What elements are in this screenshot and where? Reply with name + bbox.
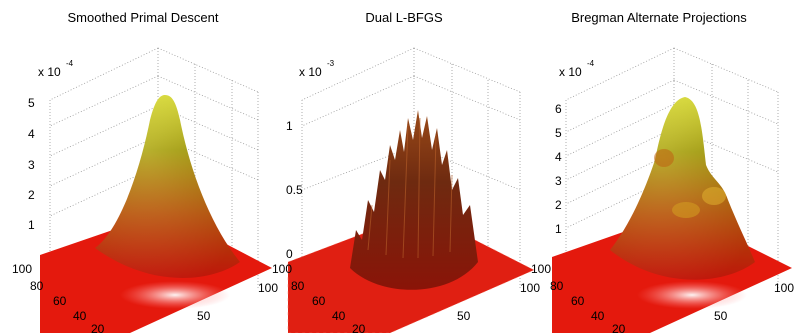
panel-3-x-tick: 20 xyxy=(612,322,626,333)
panel-1-z-tick: 3 xyxy=(28,158,35,172)
panel-1-exponent: -4 xyxy=(66,59,74,68)
panel-2-x-tick: 20 xyxy=(352,322,366,333)
panel-1-surface xyxy=(40,95,272,333)
panel-3-x-tick: 80 xyxy=(550,279,564,293)
panel-3: Bregman Alternate Projections x 10 -4 xyxy=(531,10,794,333)
panel-2-y-ticks: 50 100 xyxy=(457,281,540,323)
panel-2-z-tick: 1 xyxy=(286,119,293,133)
panel-3-z-tick: 2 xyxy=(555,198,562,212)
panel-1-z-tick: 4 xyxy=(28,127,35,141)
panel-1: Smoothed Primal Descent x 10 -4 1 xyxy=(12,10,278,333)
panel-2-multiplier: x 10 xyxy=(299,65,322,79)
panel-1-y-tick: 100 xyxy=(258,281,278,295)
panel-3-z-ticks: 1 2 3 4 5 6 xyxy=(555,102,562,236)
panel-3-title: Bregman Alternate Projections xyxy=(571,10,747,25)
panel-1-y-ticks: 50 100 xyxy=(197,281,278,323)
panel-2-x-tick: 100 xyxy=(272,262,292,276)
panel-2-x-ticks: 100 80 60 40 20 xyxy=(272,262,366,333)
panel-1-x-ticks: 100 80 60 40 20 xyxy=(12,262,105,333)
panel-3-x-ticks: 100 80 60 40 20 xyxy=(531,262,626,333)
panel-3-y-tick: 50 xyxy=(714,309,728,323)
panel-1-z-tick: 2 xyxy=(28,188,35,202)
panel-2: Dual L-BFGS x 10 -3 0 0.5 1 xyxy=(272,10,540,333)
panel-3-z-tick: 4 xyxy=(555,150,562,164)
panel-3-y-tick: 100 xyxy=(774,281,794,295)
panel-3-multiplier: x 10 xyxy=(559,65,582,79)
panel-3-x-tick: 40 xyxy=(591,309,605,323)
panel-1-z-ticks: 1 2 3 4 5 xyxy=(28,96,35,232)
panel-3-surface xyxy=(552,97,792,333)
panel-3-z-tick: 6 xyxy=(555,102,562,116)
panel-2-title: Dual L-BFGS xyxy=(365,10,443,25)
panel-2-y-tick: 50 xyxy=(457,309,471,323)
panel-3-z-tick: 5 xyxy=(555,126,562,140)
panel-3-x-tick: 100 xyxy=(531,262,551,276)
panel-1-x-tick: 100 xyxy=(12,262,32,276)
panel-3-exponent: -4 xyxy=(587,59,595,68)
panel-2-grid xyxy=(301,47,521,290)
panel-2-surface xyxy=(287,110,535,333)
panel-1-multiplier: x 10 xyxy=(38,65,61,79)
panel-2-exponent: -3 xyxy=(327,59,335,68)
panel-2-z-tick: 0 xyxy=(286,247,293,261)
panel-1-x-tick: 40 xyxy=(73,309,87,323)
panel-3-x-tick: 60 xyxy=(571,294,585,308)
panel-1-z-tick: 5 xyxy=(28,96,35,110)
panel-2-z-ticks: 0 0.5 1 xyxy=(286,119,303,261)
panel-1-x-tick: 80 xyxy=(30,279,44,293)
panel-1-x-tick: 20 xyxy=(91,322,105,333)
panel-3-z-tick: 1 xyxy=(555,222,562,236)
panel-2-z-tick: 0.5 xyxy=(286,183,303,197)
panel-1-title: Smoothed Primal Descent xyxy=(67,10,218,25)
panel-1-x-tick: 60 xyxy=(53,294,67,308)
panel-2-y-tick: 100 xyxy=(520,281,540,295)
panel-2-x-tick: 80 xyxy=(291,279,305,293)
panel-2-x-tick: 40 xyxy=(332,309,346,323)
panel-2-x-tick: 60 xyxy=(312,294,326,308)
panel-3-z-tick: 3 xyxy=(555,174,562,188)
panel-3-y-ticks: 50 100 xyxy=(714,281,794,323)
panel-1-z-tick: 1 xyxy=(28,218,35,232)
panel-1-y-tick: 50 xyxy=(197,309,211,323)
